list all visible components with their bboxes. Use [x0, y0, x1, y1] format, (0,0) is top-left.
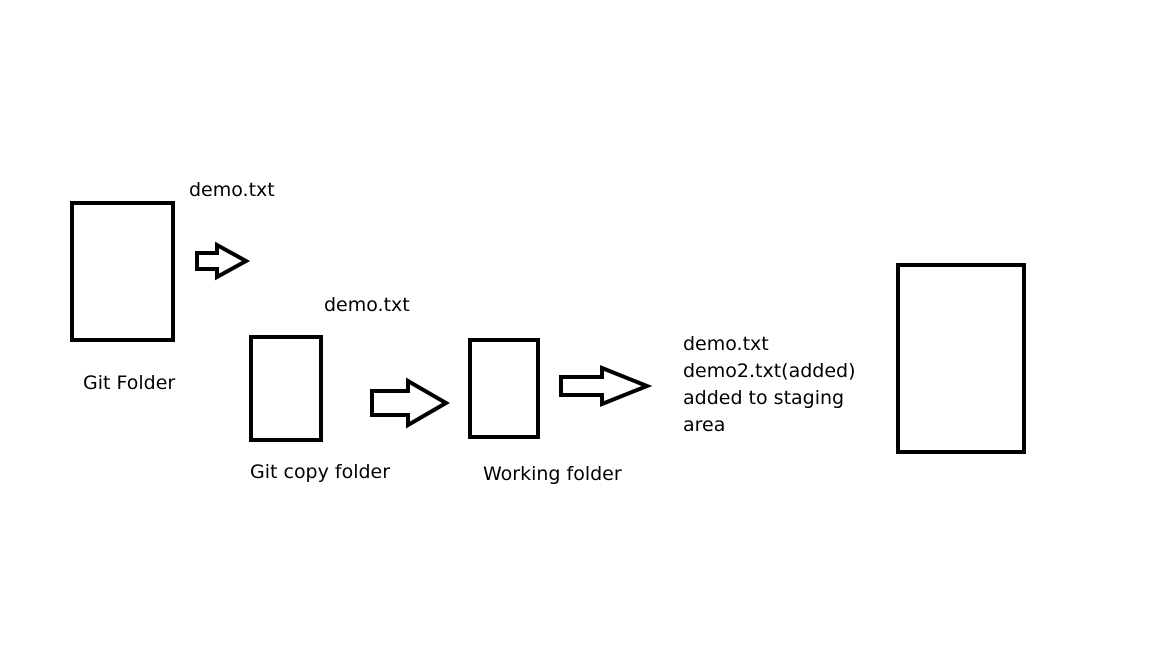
staging-area-box	[896, 263, 1026, 454]
working-folder-box	[468, 338, 540, 439]
working-folder-label: Working folder	[483, 463, 622, 485]
git-folder-file-note: demo.txt	[189, 179, 275, 201]
staging-note-line: demo2.txt(added)	[683, 360, 856, 382]
git-copy-folder-file-note: demo.txt	[324, 294, 410, 316]
git-copy-folder-box	[249, 335, 323, 442]
git-folder-box	[70, 201, 175, 342]
arrow-right-icon	[559, 365, 653, 407]
git-copy-folder-label: Git copy folder	[250, 461, 391, 483]
arrow-right-icon	[370, 377, 450, 429]
arrow-right-icon	[195, 241, 251, 281]
staging-note-line: added to staging	[683, 387, 845, 409]
staging-note-line: demo.txt	[683, 333, 769, 355]
staging-note-line: area	[683, 414, 726, 436]
git-folder-label: Git Folder	[83, 372, 176, 394]
